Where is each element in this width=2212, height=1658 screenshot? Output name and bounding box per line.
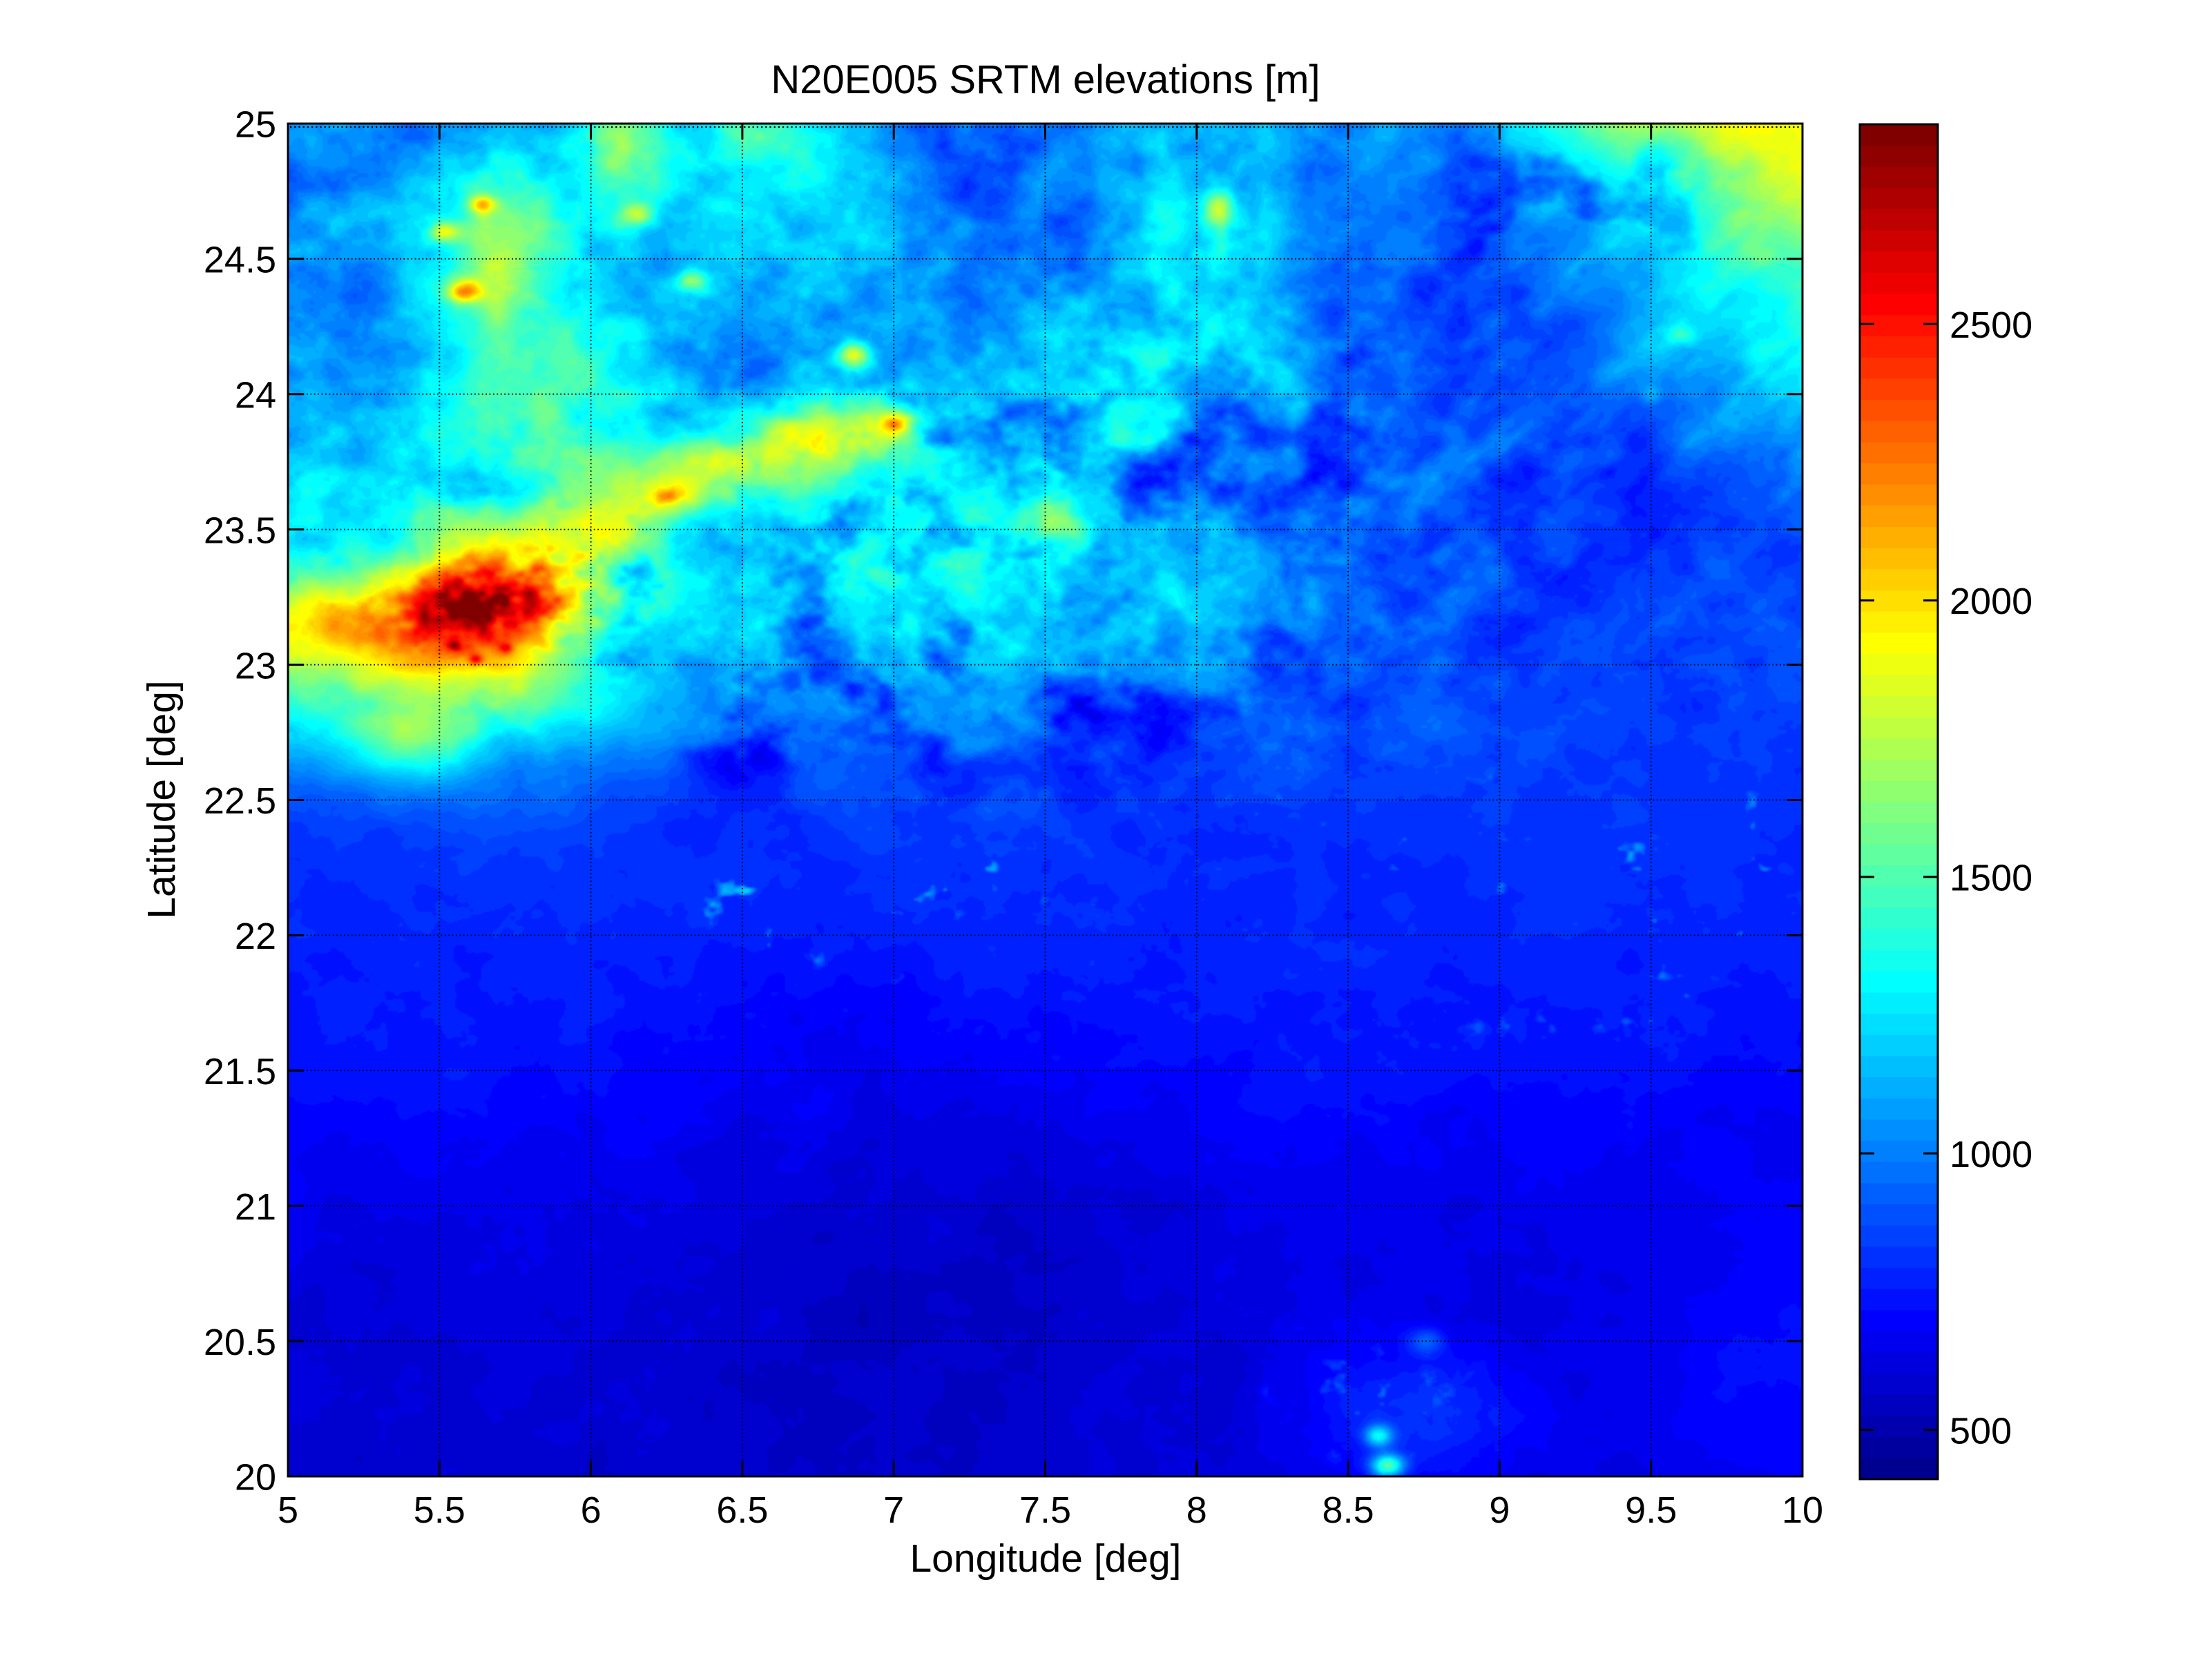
svg-text:Longitude [deg]: Longitude [deg] [910, 1536, 1181, 1581]
svg-text:2000: 2000 [1950, 581, 2032, 622]
svg-text:8.5: 8.5 [1323, 1490, 1374, 1531]
svg-text:22.5: 22.5 [204, 780, 276, 822]
svg-text:24.5: 24.5 [204, 240, 276, 281]
svg-text:Latitude [deg]: Latitude [deg] [140, 680, 184, 918]
svg-text:1000: 1000 [1950, 1134, 2032, 1175]
svg-text:1500: 1500 [1950, 858, 2032, 899]
svg-text:6.5: 6.5 [716, 1490, 768, 1531]
svg-text:500: 500 [1950, 1410, 2012, 1452]
svg-text:23.5: 23.5 [204, 510, 276, 551]
svg-text:22: 22 [235, 916, 276, 957]
svg-text:9.5: 9.5 [1625, 1490, 1677, 1531]
svg-text:25: 25 [235, 104, 276, 146]
svg-text:21: 21 [235, 1186, 276, 1228]
svg-text:24: 24 [235, 375, 276, 416]
svg-text:8: 8 [1186, 1490, 1207, 1531]
svg-text:2500: 2500 [1950, 305, 2032, 346]
svg-text:7: 7 [883, 1490, 904, 1531]
svg-text:20: 20 [235, 1457, 276, 1498]
svg-text:N20E005 SRTM elevations [m]: N20E005 SRTM elevations [m] [771, 57, 1320, 102]
svg-text:5: 5 [278, 1490, 298, 1531]
svg-text:10: 10 [1782, 1490, 1823, 1531]
svg-text:23: 23 [235, 645, 276, 686]
svg-text:6: 6 [581, 1490, 602, 1531]
svg-text:5.5: 5.5 [414, 1490, 465, 1531]
svg-text:7.5: 7.5 [1019, 1490, 1071, 1531]
svg-text:21.5: 21.5 [204, 1051, 276, 1092]
svg-text:20.5: 20.5 [204, 1322, 276, 1363]
svg-text:9: 9 [1489, 1490, 1510, 1531]
